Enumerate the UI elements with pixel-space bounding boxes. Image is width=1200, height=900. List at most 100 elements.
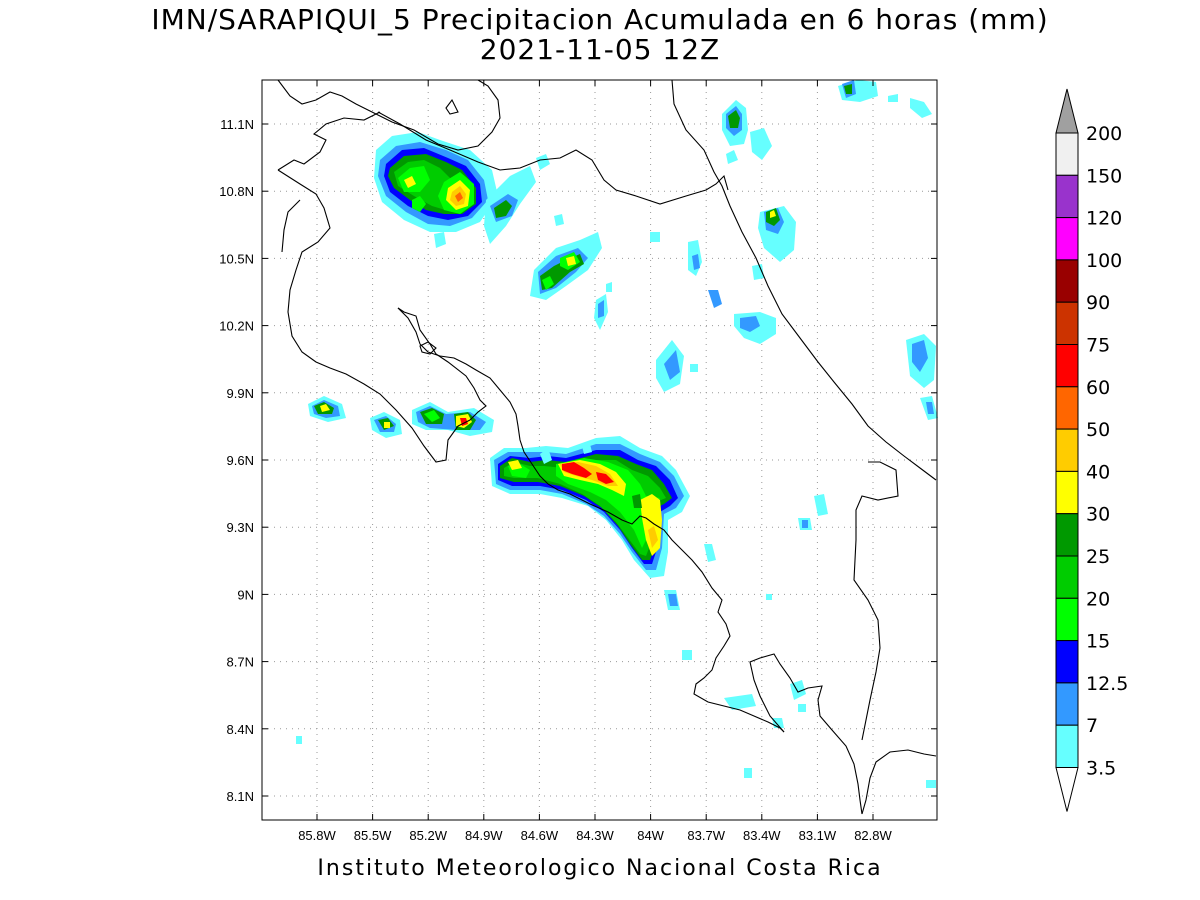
precip-cell: [542, 276, 554, 290]
precip-cell: [455, 192, 463, 202]
colorbar-segment: [1055, 428, 1079, 472]
precip-cell: [690, 364, 698, 372]
precip-cell: [404, 176, 416, 188]
lake-shore: [445, 98, 459, 115]
colorbar-segment: [1055, 132, 1079, 176]
footer-credit: Instituto Meteorologico Nacional Costa R…: [317, 856, 883, 881]
precip-cell: [668, 594, 678, 606]
plot-frame: [261, 79, 938, 821]
colorbar-label: 40: [1086, 461, 1110, 483]
country-border: [377, 111, 729, 205]
y-axis: 11.1N 10.8N 10.5N 10.2N 9.9N 9.6N 9.3N 9N 8.7N 8.…: [219, 117, 937, 804]
coastline: [397, 307, 785, 733]
precip-cell: [708, 290, 722, 308]
colorbar-segment: [1055, 259, 1079, 303]
colorbar-segment: [1055, 174, 1079, 219]
precip-cell: [744, 768, 752, 778]
colorbar-segment: [1055, 555, 1079, 599]
colorbar-label: 30: [1086, 504, 1110, 526]
map-title: IMN/SARAPIQUI_5 Precipitacion Acumulada …: [151, 3, 1049, 36]
precip-cell: [384, 422, 390, 428]
colorbar-label: 150: [1086, 165, 1122, 187]
colorbar-segment: [1055, 513, 1079, 557]
x-tick-label: 83.1W: [799, 828, 837, 843]
precip-cell: [632, 494, 642, 508]
colorbar-legend: 3.5 7 12.5 15 20 25 30 40 50 60 75 90 100 120 150 200: [1055, 88, 1128, 812]
colorbar-label: 100: [1086, 250, 1122, 272]
colorbar-segment: [1055, 597, 1079, 642]
colorbar-label: 50: [1086, 419, 1110, 441]
precip-cell: [664, 350, 680, 380]
coastline: [277, 111, 381, 171]
coastline: [861, 749, 937, 815]
colorbar-segment: [1055, 640, 1079, 684]
precip-cell: [598, 300, 604, 318]
precip-cell: [566, 256, 576, 266]
y-tick-label: 9.9N: [227, 386, 254, 401]
x-tick-label: 84.3W: [576, 828, 614, 843]
precip-cell: [844, 84, 852, 94]
x-tick-label: 84.6W: [521, 828, 559, 843]
colorbar-label: 3.5: [1086, 758, 1116, 780]
x-tick-label: 85.8W: [298, 828, 336, 843]
precip-cell: [508, 460, 522, 470]
colorbar-label: 200: [1086, 123, 1122, 145]
country-border: [853, 461, 899, 741]
colorbar-segment: [1055, 386, 1079, 430]
precip-cell: [320, 404, 330, 412]
colorbar-label: 25: [1086, 546, 1110, 568]
precip-cell: [766, 594, 772, 600]
precip-cell: [682, 650, 692, 660]
x-tick-label: 83.7W: [687, 828, 725, 843]
coastline: [281, 199, 301, 253]
y-tick-label: 11.1N: [220, 117, 254, 132]
island-chira: [419, 341, 437, 355]
y-tick-label: 10.8N: [219, 184, 254, 199]
colorbar-segment: [1055, 724, 1079, 769]
y-tick-label: 9.3N: [227, 520, 254, 535]
precip-cell: [926, 402, 934, 414]
precip-cell: [582, 444, 592, 454]
precip-cell: [750, 128, 772, 160]
colorbar-segment: [1055, 344, 1079, 388]
colorbar-label: 20: [1086, 588, 1110, 610]
colorbar-label: 120: [1086, 208, 1122, 230]
colorbar-label: 60: [1086, 377, 1110, 399]
colorbar-under-triangle: [1055, 767, 1079, 812]
precip-cell: [770, 210, 776, 218]
colorbar-label: 7: [1086, 715, 1098, 737]
precip-cell: [912, 340, 928, 372]
y-tick-label: 9N: [237, 587, 254, 602]
x-tick-label: 84.9W: [465, 828, 503, 843]
precipitation-field: [296, 80, 938, 788]
precip-cell: [752, 264, 764, 280]
x-tick-label: 85.5W: [354, 828, 392, 843]
precip-cell: [910, 98, 932, 118]
colorbar-segment: [1055, 682, 1079, 726]
precip-cell: [888, 94, 898, 102]
y-tick-label: 10.5N: [219, 251, 254, 266]
coastline: [749, 653, 863, 815]
precip-cell: [740, 316, 760, 332]
coastlines-borders: [277, 79, 937, 815]
precip-cell: [398, 166, 430, 192]
coastline: [277, 169, 487, 463]
precip-cell: [724, 694, 756, 710]
map-subtitle-datetime: 2021-11-05 12Z: [479, 33, 721, 66]
colorbar-segment: [1055, 217, 1079, 261]
precip-cell: [296, 736, 302, 744]
colorbar-label: 75: [1086, 335, 1110, 357]
coastline: [671, 79, 937, 481]
precip-cell: [424, 410, 440, 422]
precip-cell: [540, 448, 552, 464]
precip-cell: [802, 520, 808, 528]
x-tick-label: 84W: [637, 828, 664, 843]
precip-cell: [926, 780, 936, 788]
precip-cell: [648, 526, 658, 548]
y-tick-label: 10.2N: [219, 319, 254, 334]
y-tick-label: 8.7N: [227, 655, 254, 670]
colorbar-over-triangle: [1055, 88, 1079, 134]
precip-cell: [728, 110, 740, 128]
precip-cell: [606, 282, 612, 292]
